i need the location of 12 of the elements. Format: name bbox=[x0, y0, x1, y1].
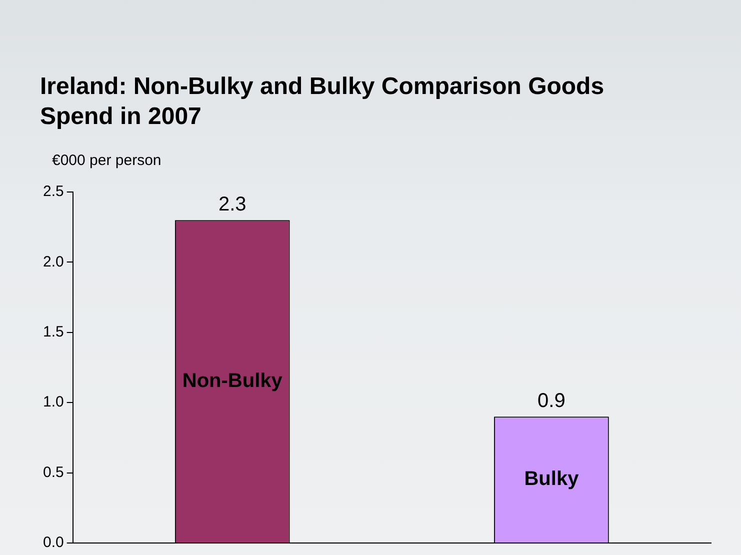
y-tick-label: 2.0 bbox=[42, 253, 64, 270]
y-axis-title: €000 per person bbox=[52, 152, 162, 169]
y-tick-label: 1.0 bbox=[42, 394, 64, 411]
data-label: 0.9 bbox=[538, 390, 566, 412]
y-tick-label: 2.5 bbox=[42, 183, 64, 200]
x-tick-label: Non-Bulky bbox=[182, 370, 284, 392]
data-label: 2.3 bbox=[218, 194, 246, 216]
y-tick-label: 1.5 bbox=[42, 324, 64, 341]
y-tick-label: 0.5 bbox=[42, 464, 64, 481]
y-tick-label: 0.0 bbox=[42, 534, 64, 552]
x-tick-label: Bulky bbox=[524, 468, 580, 490]
chart-title: Ireland: Non-Bulky and Bulky Comparison Goods Spend in 2007 bbox=[40, 72, 606, 132]
